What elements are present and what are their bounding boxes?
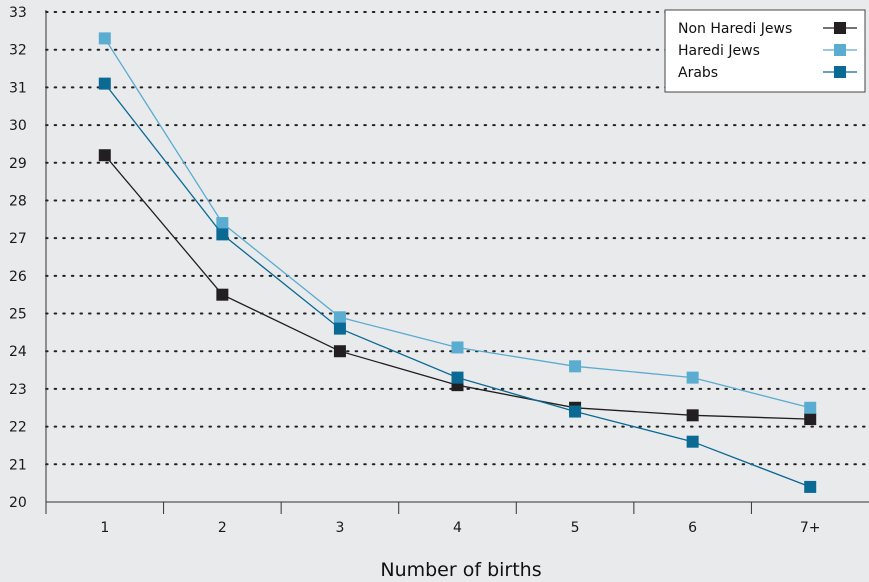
data-point	[451, 341, 464, 354]
data-point	[804, 401, 817, 414]
y-tick-label: 30	[9, 118, 27, 134]
x-tick-label: 4	[453, 520, 462, 536]
data-point	[333, 345, 346, 358]
y-tick-label: 23	[9, 382, 27, 398]
data-point	[333, 322, 346, 335]
x-axis-title: Number of births	[380, 559, 541, 581]
series-3	[98, 77, 817, 493]
series-1	[98, 149, 817, 426]
data-point	[686, 371, 699, 384]
axes	[45, 10, 869, 514]
y-tick-label: 27	[9, 231, 27, 247]
series-2	[98, 32, 817, 414]
data-point	[216, 217, 229, 230]
y-tick-label: 20	[9, 495, 27, 511]
y-tick-label: 33	[9, 5, 27, 21]
data-point	[569, 360, 582, 373]
legend-label: Arabs	[678, 65, 718, 81]
x-tick-label: 5	[571, 520, 580, 536]
y-tick-label: 24	[9, 344, 27, 360]
y-tick-label: 25	[9, 307, 27, 323]
x-tick-label: 6	[688, 520, 697, 536]
series-group	[98, 32, 817, 493]
x-tick-labels: 1 2 3 4 5 6 7+	[100, 520, 820, 536]
y-tick-labels: 20 21 22 23 24 25 26 27 28 29 30 31 32 33	[9, 5, 27, 511]
data-point	[804, 413, 817, 426]
x-tick-label: 2	[218, 520, 227, 536]
data-point	[333, 311, 346, 324]
y-tick-label: 28	[9, 193, 27, 209]
legend-label: Non Haredi Jews	[678, 21, 792, 37]
data-point	[216, 288, 229, 301]
data-point	[451, 371, 464, 384]
y-tick-label: 22	[9, 420, 27, 436]
gridlines	[45, 11, 869, 466]
x-tick-label: 3	[335, 520, 344, 536]
legend-marker	[834, 66, 846, 78]
y-tick-label: 26	[9, 269, 27, 285]
data-point	[98, 32, 111, 45]
y-tick-label: 21	[9, 457, 27, 473]
data-point	[686, 409, 699, 422]
data-point	[686, 435, 699, 448]
legend: Non Haredi Jews Haredi Jews Arabs	[664, 9, 866, 93]
x-tick-label: 1	[100, 520, 109, 536]
x-tick-label: 7+	[800, 520, 821, 536]
data-point	[98, 77, 111, 90]
data-point	[569, 405, 582, 418]
y-tick-label: 29	[9, 156, 27, 172]
legend-marker	[834, 44, 846, 56]
y-tick-label: 31	[9, 80, 27, 96]
data-point	[216, 228, 229, 241]
legend-box	[664, 9, 866, 93]
legend-marker	[834, 22, 846, 34]
legend-label: Haredi Jews	[678, 43, 760, 59]
y-tick-label: 32	[9, 43, 27, 59]
data-point	[804, 480, 817, 493]
data-point	[98, 149, 111, 162]
